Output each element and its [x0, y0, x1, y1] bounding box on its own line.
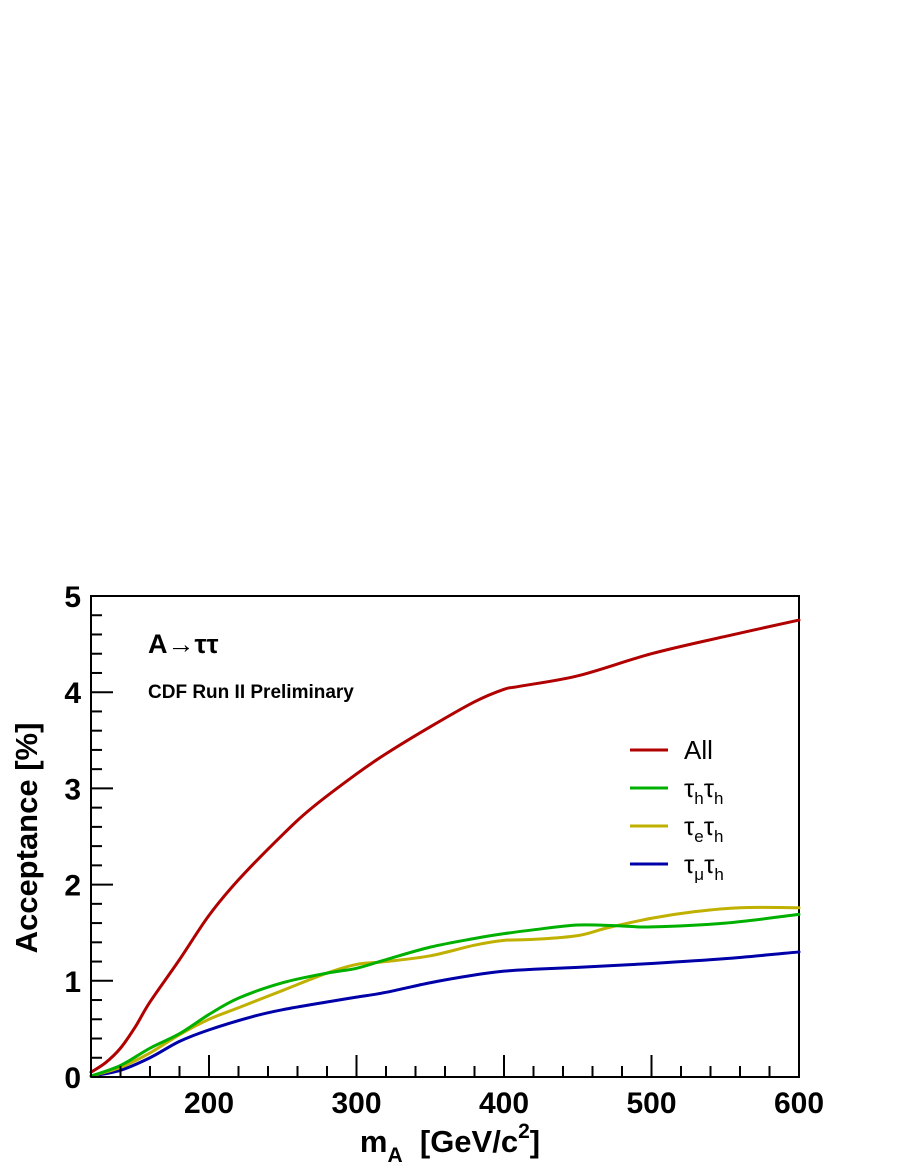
- x-tick-label: 600: [774, 1087, 824, 1120]
- x-tick-label: 300: [331, 1087, 381, 1120]
- y-tick-label: 3: [64, 773, 81, 806]
- x-axis-title: mA [GeV/c2]: [360, 1120, 540, 1164]
- x-axis-title-sup: 2: [518, 1120, 530, 1143]
- series-line-taumu-tauh: [89, 950, 801, 1078]
- experiment-annotation: CDF Run II Preliminary: [148, 682, 354, 703]
- legend-label: τμτh: [684, 849, 724, 884]
- series-line-all: [89, 618, 801, 1074]
- x-tick-label: 400: [479, 1087, 529, 1120]
- process-annotation: A→ττ: [148, 629, 219, 659]
- y-tick-label: 4: [64, 677, 81, 710]
- series-line-tauh-tauh: [89, 912, 801, 1078]
- x-tick-label: 500: [626, 1087, 676, 1120]
- x-tick-label: 200: [184, 1087, 234, 1120]
- x-axis-title-units: [GeV/c: [403, 1124, 518, 1159]
- y-tick-label: 2: [64, 870, 81, 903]
- legend-label: τhτh: [684, 773, 724, 808]
- x-axis-title-close: ]: [530, 1124, 540, 1159]
- y-tick-label: 0: [64, 1062, 81, 1095]
- x-axis-title-sub: A: [387, 1144, 402, 1164]
- y-tick-label: 1: [64, 966, 81, 999]
- series-layer: [89, 618, 801, 1078]
- legend-label: All: [684, 735, 713, 765]
- x-axis-title-m: m: [360, 1124, 388, 1159]
- y-tick-label: 5: [64, 581, 81, 614]
- y-axis-title: Acceptance [%]: [9, 723, 44, 954]
- legend-label: τeτh: [684, 811, 724, 846]
